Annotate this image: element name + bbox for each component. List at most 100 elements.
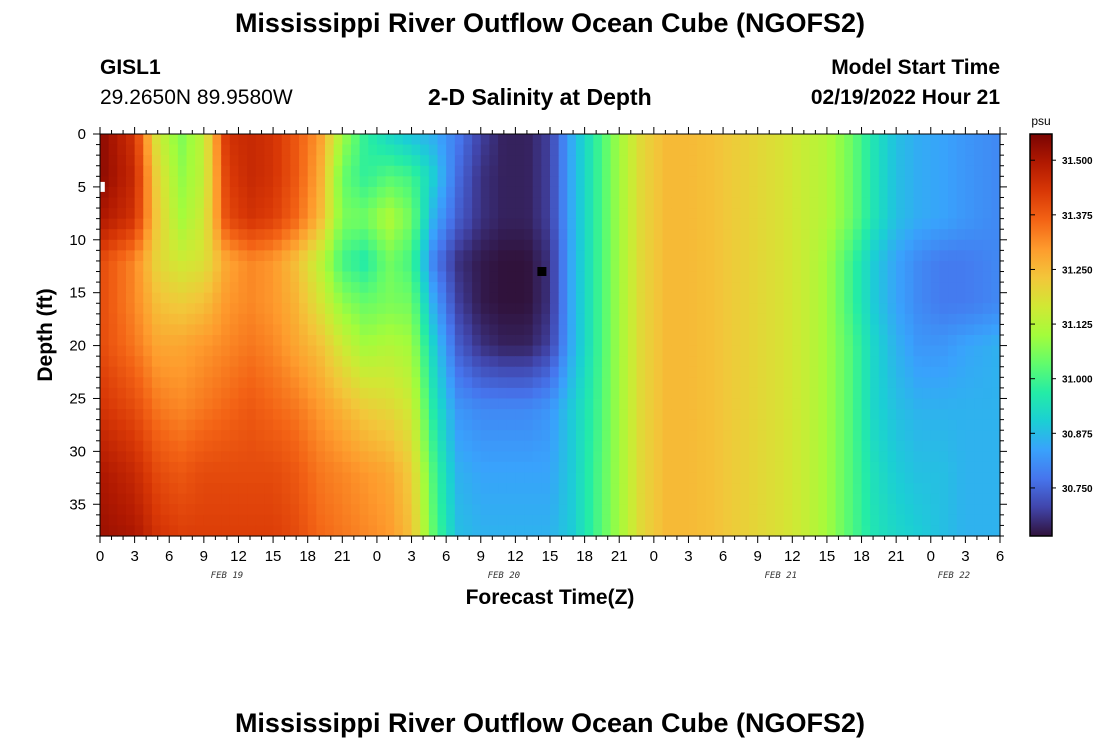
heatmap-cell: [757, 303, 767, 315]
heatmap-cell: [619, 419, 629, 431]
heatmap-cell: [878, 387, 889, 400]
heatmap-cell: [575, 239, 586, 251]
heatmap-cell: [316, 345, 326, 357]
heatmap-cell: [852, 250, 863, 262]
heatmap-cell: [203, 514, 214, 527]
heatmap-cell: [247, 292, 257, 304]
heatmap-cell: [524, 398, 534, 410]
heatmap-cell: [861, 250, 871, 262]
heatmap-cell: [697, 525, 707, 537]
heatmap-cell: [575, 229, 586, 241]
heatmap-cell: [809, 155, 819, 167]
x-tick-label: 3: [130, 548, 138, 565]
heatmap-cell: [610, 250, 620, 262]
heatmap-cell: [480, 483, 491, 495]
heatmap-cell: [169, 483, 179, 495]
heatmap-cell: [800, 324, 811, 336]
heatmap-cell: [904, 409, 915, 421]
heatmap-cell: [671, 134, 681, 146]
heatmap-cell: [117, 345, 127, 357]
heatmap-cell: [904, 282, 915, 294]
heatmap-cell: [212, 409, 222, 421]
heatmap-cell: [904, 144, 915, 156]
heatmap-cell: [480, 324, 491, 336]
heatmap-cell: [904, 493, 915, 505]
heatmap-cell: [498, 440, 508, 452]
heatmap-cell: [160, 483, 170, 495]
heatmap-cell: [368, 197, 378, 209]
heatmap-cell: [653, 472, 664, 484]
heatmap-cell: [679, 472, 690, 484]
heatmap-cell: [913, 461, 923, 474]
heatmap-cell: [939, 430, 949, 442]
heatmap-cell: [982, 313, 992, 326]
heatmap-cell: [446, 282, 456, 294]
heatmap-cell: [939, 366, 949, 378]
heatmap-cell: [792, 345, 802, 357]
heatmap-cell: [446, 260, 456, 273]
heatmap-cell: [567, 472, 577, 484]
heatmap-cell: [195, 313, 205, 326]
heatmap-cell: [731, 218, 741, 230]
heatmap-cell: [818, 451, 828, 463]
heatmap-cell: [948, 324, 958, 336]
heatmap-cell: [532, 387, 542, 400]
heatmap-cell: [601, 504, 612, 516]
heatmap-cell: [601, 155, 612, 167]
heatmap-cell: [826, 313, 837, 326]
x-tick-label: 9: [754, 548, 762, 565]
heatmap-cell: [532, 451, 542, 463]
heatmap-cell: [411, 366, 421, 378]
heatmap-cell: [887, 250, 897, 262]
heatmap-cell: [402, 504, 413, 516]
heatmap-cell: [368, 366, 378, 378]
heatmap-cell: [550, 176, 560, 188]
heatmap-cell: [247, 176, 257, 188]
heatmap-cell: [679, 239, 690, 251]
heatmap-cell: [160, 440, 170, 452]
heatmap-cell: [385, 134, 395, 146]
heatmap-cell: [749, 409, 759, 421]
heatmap-cell: [394, 345, 404, 357]
heatmap-cell: [818, 409, 828, 421]
heatmap-cell: [714, 335, 724, 347]
heatmap-cell: [446, 239, 456, 251]
heatmap-cell: [342, 165, 352, 177]
heatmap-cell: [878, 493, 889, 505]
heatmap-cell: [160, 165, 170, 177]
heatmap-cell: [541, 324, 551, 336]
heatmap-cell: [601, 239, 612, 251]
heatmap-cell: [420, 430, 430, 442]
heatmap-cell: [325, 387, 335, 400]
heatmap-cell: [627, 155, 638, 167]
heatmap-cell: [731, 134, 741, 146]
heatmap-cell: [151, 419, 162, 431]
heatmap-cell: [965, 197, 975, 209]
heatmap-cell: [532, 440, 542, 452]
heatmap-cell: [809, 430, 819, 442]
heatmap-cell: [472, 525, 482, 537]
heatmap-cell: [913, 186, 923, 199]
heatmap-cell: [428, 208, 439, 220]
heatmap-cell: [550, 472, 560, 484]
heatmap-cell: [610, 229, 620, 241]
heatmap-cell: [601, 271, 612, 283]
heatmap-cell: [100, 165, 110, 177]
heatmap-cell: [584, 197, 594, 209]
heatmap-cell: [922, 282, 932, 294]
heatmap-cell: [100, 514, 110, 527]
heatmap-cell: [922, 155, 932, 167]
heatmap-cell: [835, 186, 845, 199]
heatmap-cell: [852, 472, 863, 484]
heatmap-cell: [852, 186, 863, 199]
heatmap-cell: [593, 451, 603, 463]
heatmap-cell: [446, 493, 456, 505]
heatmap-cell: [662, 176, 672, 188]
heatmap-cell: [541, 134, 551, 146]
heatmap-cell: [411, 493, 421, 505]
heatmap-cell: [195, 324, 205, 336]
heatmap-cell: [870, 144, 880, 156]
heatmap-cell: [359, 250, 369, 262]
heatmap-cell: [636, 335, 646, 347]
heatmap-cell: [498, 356, 508, 368]
